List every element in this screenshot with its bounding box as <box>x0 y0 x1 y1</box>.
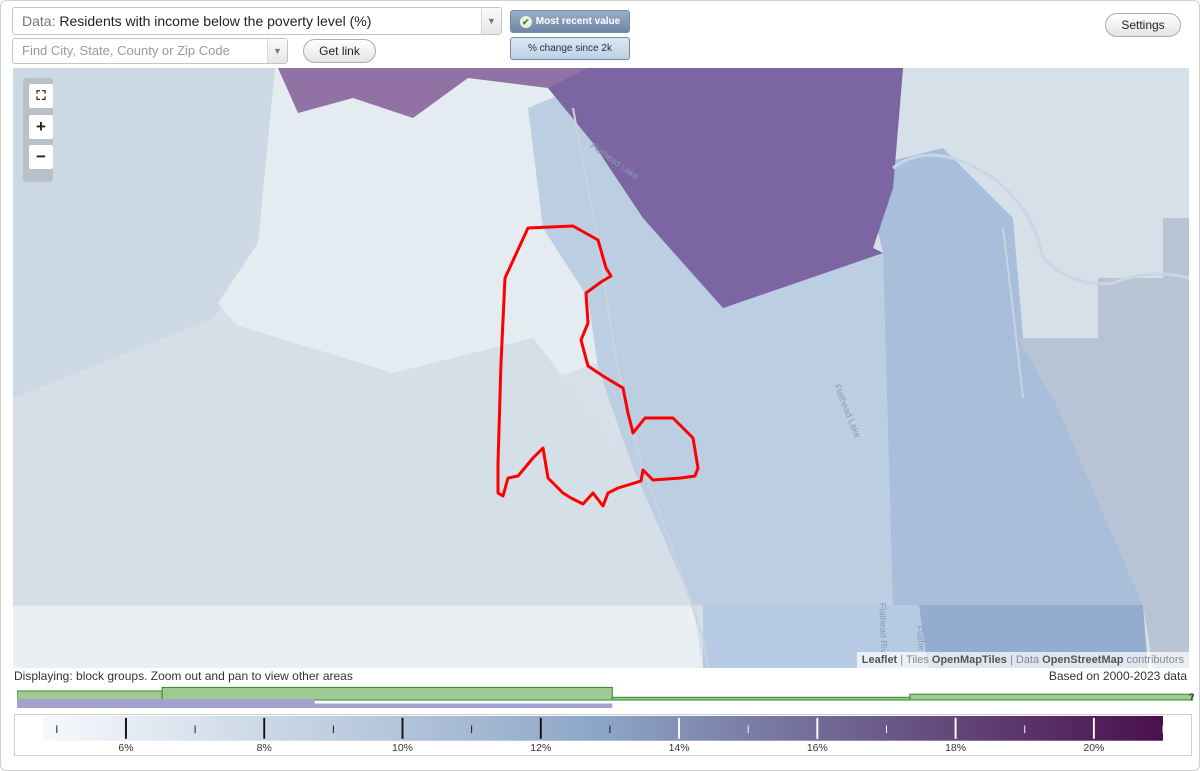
map-view[interactable]: Flathead Lake Flathead Lake Flathead Riv… <box>13 68 1189 668</box>
legend-tick-label: 12% <box>530 743 551 754</box>
choropleth-layer <box>13 68 1189 668</box>
data-range-status: Based on 2000-2023 data <box>1048 669 1187 683</box>
legend-tick-label: 10% <box>392 743 413 754</box>
histogram-bar <box>611 696 911 701</box>
settings-button[interactable]: Settings <box>1105 13 1181 37</box>
legend-tick-label: 20% <box>1083 743 1104 754</box>
histogram-bar <box>909 693 1193 701</box>
histogram-bar <box>161 686 613 701</box>
legend-tick-label: 6% <box>118 743 133 754</box>
search-input[interactable] <box>22 43 262 58</box>
location-search[interactable]: ▼ <box>12 38 288 64</box>
display-status: Displaying: block groups. Zoom out and p… <box>14 669 353 683</box>
most-recent-label: Most recent value <box>535 16 621 27</box>
openmaptiles-link[interactable]: OpenMapTiles <box>931 654 1007 666</box>
legend-gradient-bar <box>43 715 1163 741</box>
histogram-bar <box>17 699 315 708</box>
color-legend: 6% 8% 10% 12% 14% 16% 18% 20% <box>14 714 1192 756</box>
chevron-down-icon[interactable]: ▼ <box>267 39 287 63</box>
most-recent-value-toggle[interactable]: ✔ Most recent value <box>510 10 630 33</box>
check-icon: ✔ <box>519 16 532 28</box>
histogram <box>17 686 1193 708</box>
zoom-in-button[interactable]: + <box>29 115 53 139</box>
map-attribution: Leaflet | Tiles OpenMapTiles | Data Open… <box>856 652 1189 668</box>
map-label: Flathe <box>914 625 927 651</box>
data-prefix: Data: <box>22 13 56 29</box>
zoom-controls: ⛶ + − <box>23 78 53 182</box>
percent-change-toggle[interactable]: % change since 2k <box>510 37 630 60</box>
legend-tick-label: 16% <box>807 743 828 754</box>
legend-tick-label: 14% <box>669 743 690 754</box>
legend-tick-label: 18% <box>945 743 966 754</box>
data-value: Residents with income below the poverty … <box>59 13 372 29</box>
get-link-button[interactable]: Get link <box>303 39 376 63</box>
legend-tick-label: 8% <box>257 743 272 754</box>
openstreetmap-link[interactable]: OpenStreetMap <box>1042 654 1124 666</box>
help-icon[interactable]: ? <box>1189 692 1195 702</box>
leaflet-link[interactable]: Leaflet <box>861 654 898 666</box>
histogram-bar <box>314 703 613 708</box>
histogram-bar <box>17 690 163 701</box>
fullscreen-icon[interactable]: ⛶ <box>29 84 53 108</box>
zoom-out-button[interactable]: − <box>29 145 53 169</box>
chevron-down-icon[interactable]: ▼ <box>481 8 501 34</box>
data-select[interactable]: Data: Residents with income below the po… <box>12 7 502 35</box>
map-label: Flathead Riv <box>877 602 890 654</box>
